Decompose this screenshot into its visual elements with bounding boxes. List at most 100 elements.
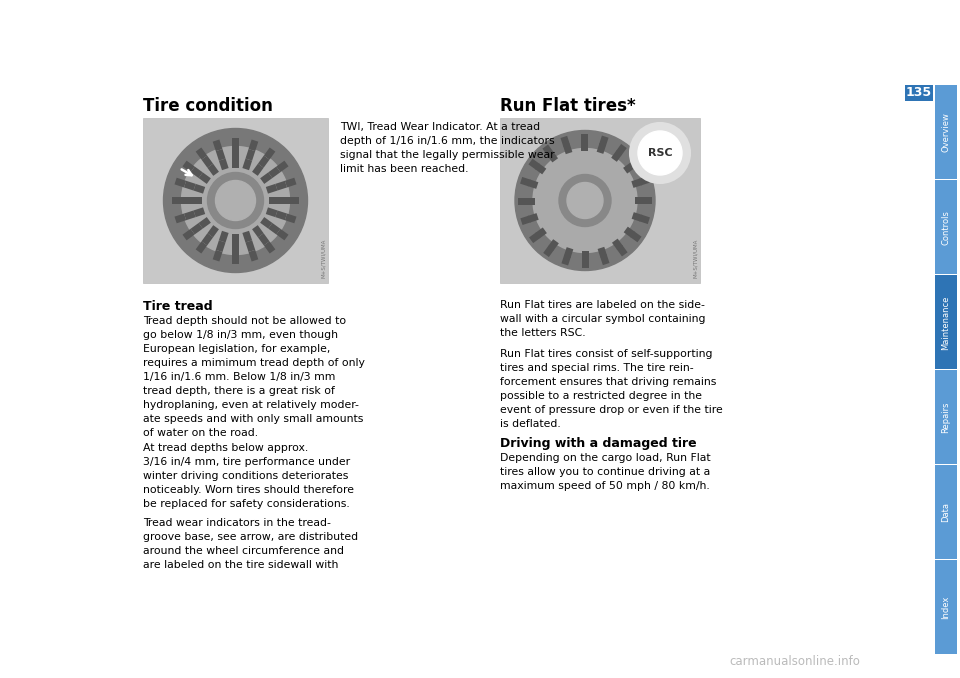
Bar	[268, 167, 280, 178]
Bar	[639, 215, 650, 224]
Bar	[246, 149, 255, 161]
Bar	[252, 225, 264, 237]
Bar	[184, 210, 196, 220]
Bar	[616, 245, 628, 256]
Bar	[518, 197, 527, 205]
Bar	[219, 231, 228, 243]
Text: Tire condition: Tire condition	[143, 97, 273, 115]
Text: TWI, Tread Wear Indicator. At a tread
depth of 1/16 in/1.6 mm, the indicators
si: TWI, Tread Wear Indicator. At a tread de…	[340, 122, 555, 174]
Bar	[207, 163, 219, 176]
Circle shape	[181, 146, 290, 254]
Text: Data: Data	[942, 502, 950, 523]
Bar	[548, 239, 559, 251]
Bar	[289, 197, 299, 204]
Bar	[529, 232, 540, 243]
Circle shape	[163, 129, 307, 273]
Bar	[191, 167, 203, 178]
Bar	[935, 275, 957, 369]
Bar	[935, 180, 957, 274]
Bar	[582, 258, 589, 268]
Bar	[935, 560, 957, 654]
Bar	[535, 163, 546, 174]
Text: At tread depths below approx.
3/16 in/4 mm, tire performance under
winter drivin: At tread depths below approx. 3/16 in/4 …	[143, 443, 354, 509]
Bar	[639, 176, 650, 185]
Bar	[199, 217, 211, 228]
Text: carmanualsonline.info: carmanualsonline.info	[730, 655, 860, 668]
Bar	[194, 184, 205, 194]
Bar	[184, 181, 196, 191]
Bar	[278, 197, 289, 204]
Circle shape	[567, 182, 603, 218]
Bar	[612, 151, 622, 162]
Circle shape	[559, 174, 611, 226]
Bar	[562, 255, 571, 266]
Bar	[542, 144, 553, 156]
Bar	[216, 240, 226, 252]
Text: Tread wear indicators in the tread-
groove base, see arrow, are distributed
arou: Tread wear indicators in the tread- groo…	[143, 518, 358, 570]
Circle shape	[215, 180, 255, 220]
Bar	[276, 181, 287, 191]
Bar	[528, 213, 539, 222]
Bar	[935, 85, 957, 179]
Text: M+S/TWI/UMA: M+S/TWI/UMA	[693, 239, 698, 278]
Bar	[202, 233, 213, 245]
Bar	[175, 178, 186, 187]
Bar	[213, 250, 223, 262]
Bar	[182, 197, 193, 204]
Bar	[213, 140, 223, 151]
Circle shape	[638, 131, 682, 175]
Bar	[249, 140, 258, 151]
Bar	[600, 254, 610, 265]
Bar	[561, 136, 570, 146]
Bar	[935, 370, 957, 464]
Bar	[635, 197, 644, 203]
Bar	[196, 241, 207, 254]
Bar	[630, 158, 641, 169]
Bar	[246, 240, 255, 252]
Bar	[632, 178, 642, 188]
Bar	[143, 118, 328, 283]
Bar	[232, 254, 239, 264]
Bar	[191, 223, 203, 235]
Bar	[232, 243, 239, 254]
Bar	[173, 197, 182, 204]
Text: Run Flat tires are labeled on the side-
wall with a circular symbol containing
t: Run Flat tires are labeled on the side- …	[500, 300, 706, 338]
Text: Tread depth should not be allowed to
go below 1/8 in/3 mm, even though
European : Tread depth should not be allowed to go …	[143, 316, 365, 438]
Bar	[528, 159, 540, 170]
Bar	[630, 231, 641, 242]
Circle shape	[515, 130, 655, 271]
Bar	[632, 212, 642, 222]
Bar	[543, 245, 554, 257]
Bar	[276, 161, 289, 172]
Bar	[252, 163, 264, 176]
Bar	[935, 465, 957, 559]
Bar	[623, 163, 635, 174]
Bar	[219, 159, 228, 170]
Bar	[526, 197, 535, 205]
Bar	[207, 225, 219, 237]
Bar	[564, 247, 573, 258]
Text: Run Flat tires consist of self-supporting
tires and special rims. The tire rein-: Run Flat tires consist of self-supportin…	[500, 349, 723, 429]
Bar	[202, 155, 213, 167]
Bar	[268, 223, 280, 235]
Bar	[193, 197, 203, 204]
Bar	[597, 247, 607, 258]
Bar	[258, 233, 270, 245]
Text: Maintenance: Maintenance	[942, 296, 950, 350]
Bar	[624, 226, 636, 237]
Text: Index: Index	[942, 596, 950, 619]
Bar	[612, 239, 623, 250]
Circle shape	[533, 148, 637, 252]
Bar	[285, 178, 297, 187]
Bar	[528, 180, 539, 189]
Bar	[232, 148, 239, 157]
Bar	[260, 217, 273, 228]
Text: Driving with a damaged tire: Driving with a damaged tire	[500, 437, 697, 450]
Bar	[536, 227, 547, 239]
Bar	[232, 138, 239, 148]
Bar	[520, 177, 531, 186]
Bar	[581, 134, 588, 142]
Bar	[616, 144, 627, 155]
Text: Tire tread: Tire tread	[143, 300, 212, 313]
Bar	[500, 118, 700, 283]
